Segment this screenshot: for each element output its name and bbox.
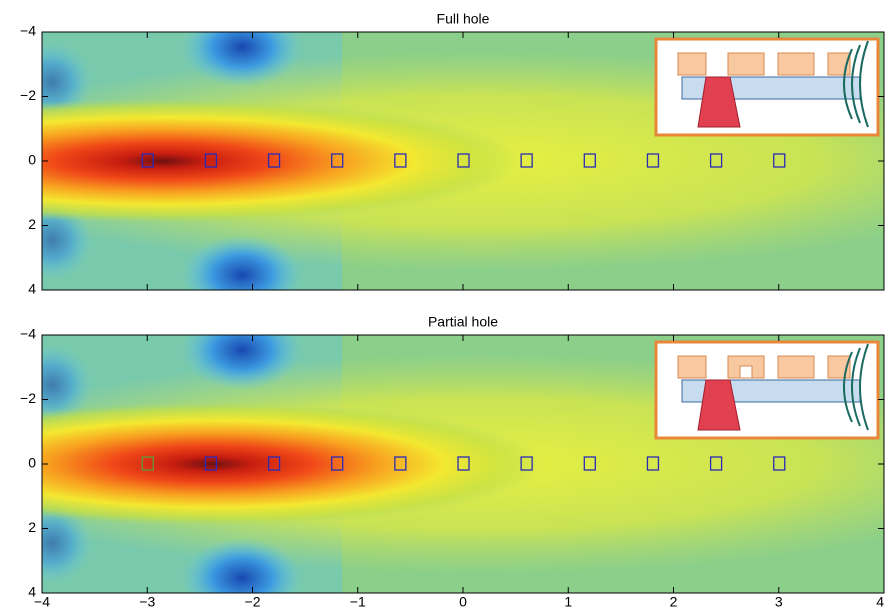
pad xyxy=(678,53,706,75)
cold-zone xyxy=(182,7,302,87)
y-tick-label: −2 xyxy=(20,390,36,406)
inset xyxy=(656,342,878,438)
inset xyxy=(656,39,878,135)
y-tick-label: −4 xyxy=(20,326,36,342)
x-tick-label: −3 xyxy=(139,594,155,610)
y-tick-label: −4 xyxy=(20,23,36,39)
x-tick-label: 4 xyxy=(876,594,884,610)
x-tick-label: −1 xyxy=(350,594,366,610)
pad xyxy=(778,356,814,378)
y-tick-label: 4 xyxy=(28,281,36,297)
y-tick-label: 0 xyxy=(28,455,36,471)
x-tick-label: 1 xyxy=(564,594,572,610)
cold-zone xyxy=(182,310,302,390)
pad xyxy=(778,53,814,75)
x-tick-label: 3 xyxy=(775,594,783,610)
x-tick-label: −2 xyxy=(245,594,261,610)
x-tick-label: 0 xyxy=(459,594,467,610)
y-tick-label: −2 xyxy=(20,87,36,103)
y-tick-label: 0 xyxy=(28,152,36,168)
figure: Full hole −4 −2 0 2 4 Partial hole −4 −2 0 2 4 −4 −3 −… xyxy=(0,0,891,610)
pad xyxy=(678,356,706,378)
cold-zone xyxy=(182,235,302,315)
panel-title: Partial hole xyxy=(428,314,498,330)
y-tick-label: 2 xyxy=(28,519,36,535)
hole xyxy=(740,366,752,378)
x-tick-label: −4 xyxy=(34,594,50,610)
pad xyxy=(728,53,764,75)
y-tick-label: 2 xyxy=(28,216,36,232)
panel-title: Full hole xyxy=(437,11,490,27)
x-tick-label: 2 xyxy=(670,594,678,610)
